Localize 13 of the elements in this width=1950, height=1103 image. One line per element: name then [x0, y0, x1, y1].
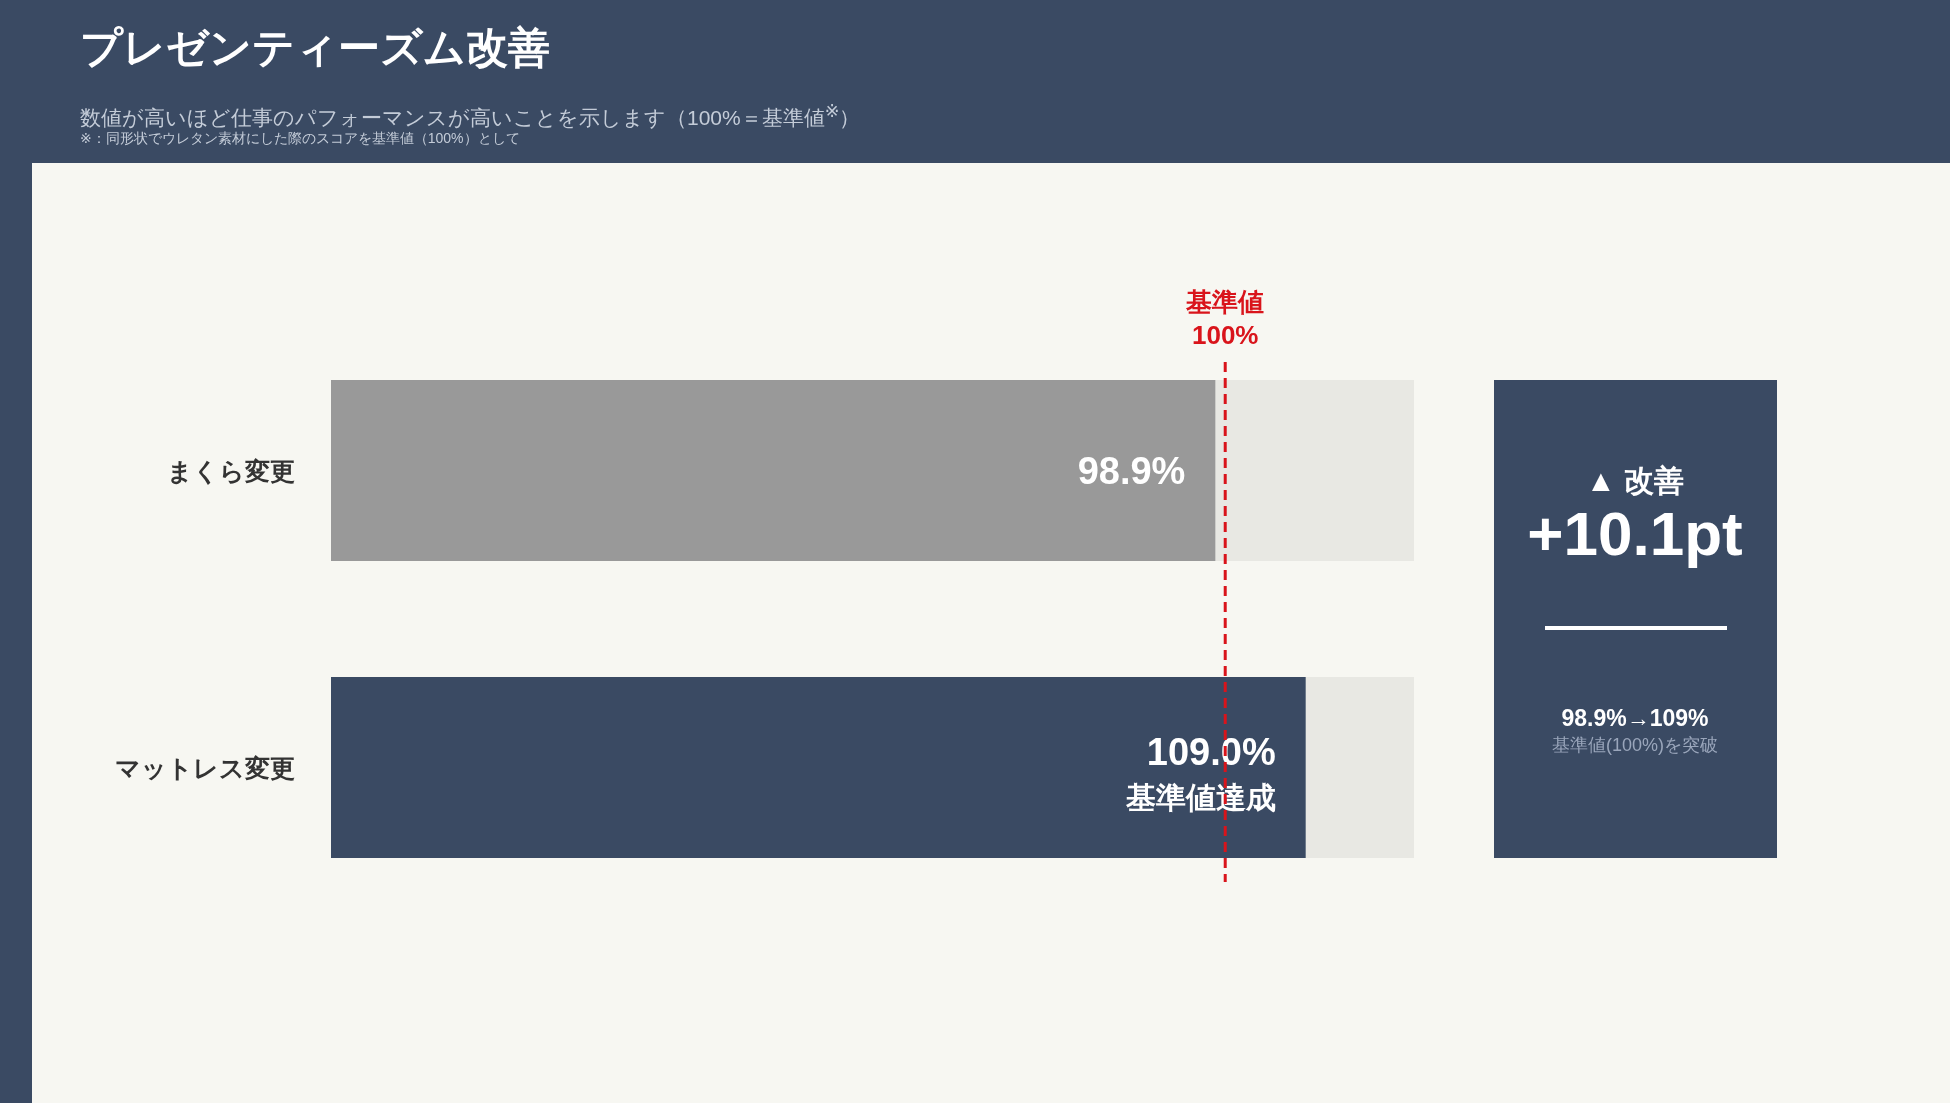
- text: ※：同形状でウレタン素材にした際のスコアを基準値（100%）として: [80, 130, 520, 148]
- y-tick-label: マットレス変更: [115, 753, 295, 782]
- data-label: 98.9%: [1077, 449, 1186, 492]
- chart-title: プレゼンティーズム改善: [80, 23, 550, 73]
- annotation: 基準値達成: [1124, 780, 1276, 814]
- text: 98.9%→109%: [1561, 705, 1709, 731]
- text: ▲ 改善: [1585, 464, 1685, 497]
- y-tick-label: まくら変更: [167, 456, 295, 485]
- ref-line-label: 基準値 100%: [1185, 286, 1266, 352]
- text: +10.1pt: [1527, 499, 1743, 568]
- text: 基準値(100%)を突破: [1551, 735, 1719, 755]
- chart-subtitle: 数値が高いほど仕事のパフォーマンスが高いことを示します（100%＝基準値$^{※}$）: [80, 101, 861, 129]
- data-label: 109.0%: [1146, 730, 1276, 773]
